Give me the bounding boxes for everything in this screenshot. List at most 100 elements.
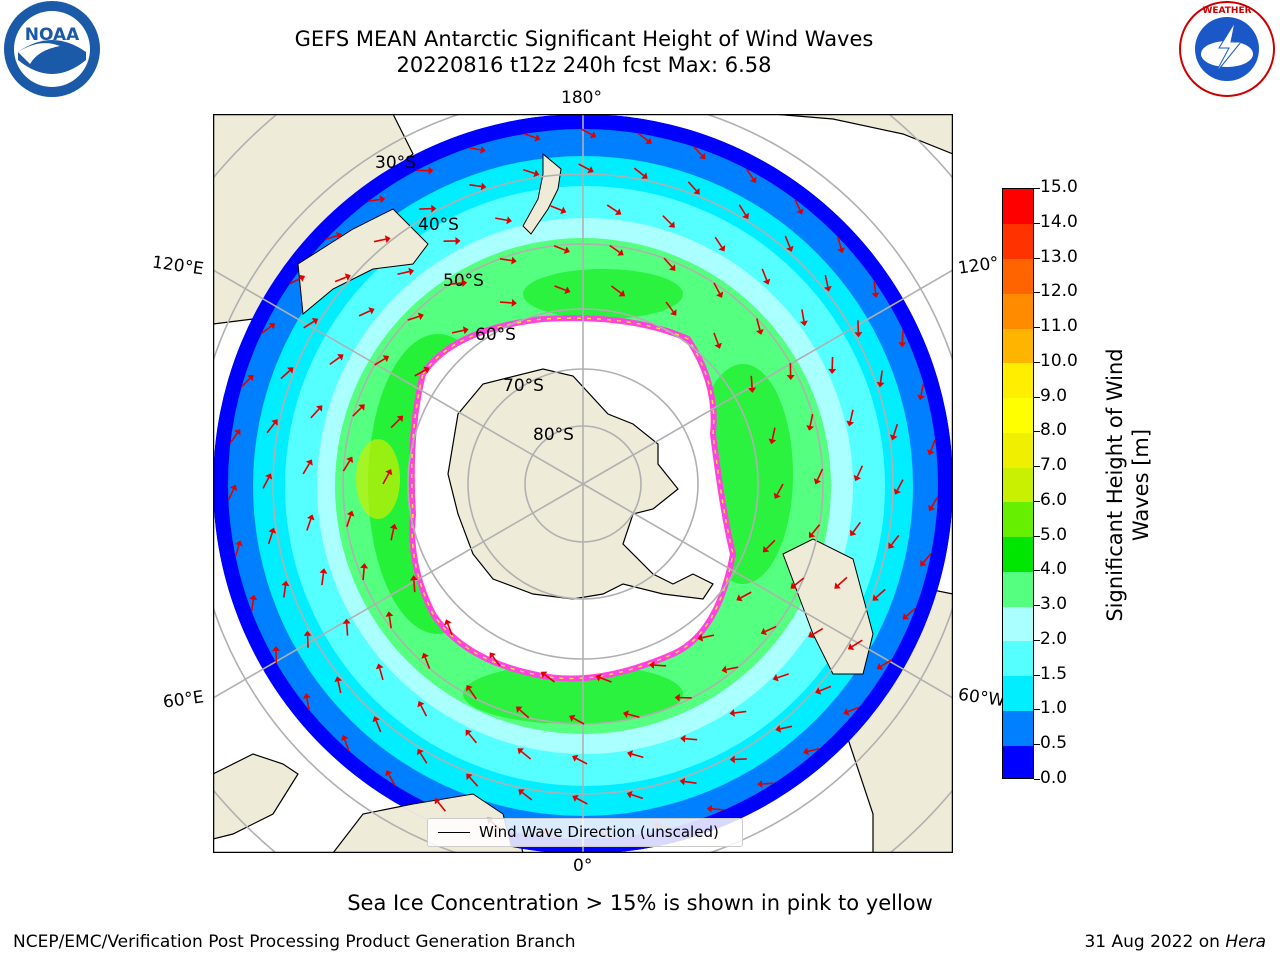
wave-direction-arrow-head	[428, 166, 434, 175]
wave-direction-arrow-head	[385, 611, 394, 617]
wave-direction-arrow-head	[736, 594, 743, 602]
wave-direction-arrow-head	[813, 478, 822, 485]
wave-direction-arrow-shaft	[450, 282, 463, 285]
lon-label-top: 180°	[561, 88, 602, 108]
wave-direction-arrow-shaft	[468, 147, 481, 151]
wave-direction-arrow-shaft	[771, 427, 776, 440]
colorbar-segment	[1003, 640, 1033, 677]
wave-direction-arrow-shaft	[892, 423, 899, 436]
wave-direction-arrow-head	[230, 484, 238, 491]
wave-direction-arrow-head	[302, 693, 311, 699]
wave-direction-arrow-head	[247, 374, 254, 382]
lat-label-70s: 70°S	[503, 376, 544, 396]
wave-direction-arrow-shaft	[227, 488, 235, 501]
wave-direction-arrow-shaft	[765, 539, 776, 550]
wave-direction-arrow-shaft	[627, 713, 640, 719]
wave-direction-arrow-shaft	[930, 439, 936, 452]
colorbar-segment	[1003, 710, 1033, 746]
wave-direction-arrow-shaft	[576, 757, 588, 765]
wave-direction-arrow-shaft	[663, 257, 673, 268]
wave-direction-arrow-shaft	[250, 599, 255, 612]
colorbar-tick-mark	[1034, 709, 1040, 711]
wave-direction-arrow-shaft	[451, 329, 464, 334]
wave-direction-arrow-head	[876, 381, 885, 388]
wave-direction-arrow-shaft	[553, 245, 566, 251]
wave-direction-arrow-head	[455, 236, 461, 245]
wave-direction-arrow-shaft	[469, 184, 482, 188]
wave-direction-arrow-head	[249, 594, 258, 601]
map-legend: Wind Wave Direction (unscaled)	[427, 818, 743, 847]
wave-direction-arrow-shaft	[837, 576, 848, 586]
wave-direction-arrow-head	[342, 618, 351, 624]
wave-direction-arrow-head	[669, 264, 676, 271]
wave-direction-arrow-head	[480, 182, 487, 191]
wave-direction-arrow-head	[850, 529, 857, 536]
sea-ice-note: Sea Ice Concentration > 15% is shown in …	[347, 891, 933, 915]
wave-direction-arrow-head	[534, 134, 541, 142]
wave-direction-arrow-shaft	[437, 801, 447, 812]
wave-direction-arrow-head	[902, 613, 910, 620]
wave-direction-arrow-head	[319, 568, 328, 574]
wave-direction-arrow-shaft	[761, 268, 768, 281]
wave-direction-arrow-shaft	[522, 168, 535, 175]
wave-direction-arrow-head	[729, 755, 735, 764]
wave-direction-arrow-shaft	[654, 664, 667, 667]
wave-direction-arrow-shaft	[812, 627, 824, 636]
latitude-labels: 30°S 40°S 50°S 60°S 70°S 80°S	[375, 153, 574, 445]
wave-direction-arrow-shaft	[325, 234, 338, 241]
wave-direction-arrow-shaft	[693, 146, 703, 157]
wave-direction-arrow-shaft	[606, 204, 618, 213]
wave-direction-arrow-shaft	[352, 407, 362, 417]
wave-direction-arrow-shaft	[637, 132, 649, 142]
colorbar-segment	[1003, 571, 1033, 607]
colorbar-tick-mark	[1034, 779, 1040, 780]
wave-direction-arrow-head	[434, 797, 442, 805]
wave-direction-arrow-shaft	[662, 215, 672, 225]
wave-direction-arrow-head	[680, 734, 686, 743]
wave-direction-arrow-shaft	[930, 496, 939, 508]
wave-direction-arrow-shaft	[633, 167, 645, 177]
colorbar-tick-mark	[1034, 570, 1040, 572]
wave-direction-arrow-head	[699, 152, 706, 160]
wave-direction-arrow-shaft	[368, 198, 381, 202]
wave-direction-arrow-head	[409, 575, 418, 581]
wave-direction-arrow-shaft	[334, 276, 347, 283]
wave-direction-arrow-shaft	[890, 534, 900, 546]
wave-direction-arrow-shaft	[793, 577, 805, 587]
wave-direction-arrow-shaft	[880, 659, 892, 668]
wave-direction-arrow-head	[893, 488, 901, 495]
wave-direction-arrow-shaft	[702, 634, 715, 639]
wave-direction-arrow-head	[595, 674, 602, 682]
colorbar-segment	[1003, 258, 1033, 294]
colorbar-segment	[1003, 675, 1033, 711]
wave-direction-arrow-head	[540, 671, 548, 678]
colorbar-tick-mark	[1034, 500, 1040, 502]
wave-direction-arrow-shaft	[283, 585, 287, 598]
wave-direction-arrow-shaft	[816, 468, 824, 481]
colorbar-tick-label: 0.5	[1040, 733, 1068, 754]
wave-direction-arrow-shaft	[809, 413, 814, 427]
wave-direction-arrow-head	[358, 404, 365, 411]
wave-direction-arrow-head	[762, 546, 770, 553]
wave-direction-arrow-shaft	[811, 524, 821, 535]
legend-label: Wind Wave Direction (unscaled)	[479, 823, 719, 841]
wave-direction-arrow-head	[234, 428, 241, 436]
wave-direction-arrow-head	[271, 419, 278, 426]
wave-direction-arrow-shaft	[794, 198, 801, 211]
wave-direction-arrow-head	[748, 387, 757, 393]
wave-direction-arrow-head	[379, 195, 386, 204]
wave-direction-arrow-shaft	[875, 588, 886, 598]
lon-label-upper-right: 120°	[956, 253, 1001, 279]
footer-host: Hera	[1225, 932, 1266, 952]
wave-direction-arrow-shaft	[576, 797, 588, 805]
wave-direction-arrow-head	[679, 777, 686, 786]
wave-direction-arrow-shaft	[847, 706, 860, 713]
footer-date-text: 31 Aug 2022 on	[1084, 932, 1226, 952]
wave-direction-arrow-shaft	[495, 217, 508, 222]
wave-direction-arrow-head	[847, 643, 855, 650]
wave-direction-arrow-shaft	[382, 473, 390, 485]
wave-direction-arrow-head	[303, 630, 312, 636]
wave-direction-arrow-shaft	[852, 521, 862, 533]
wave-direction-arrow-shaft	[524, 133, 537, 139]
wave-direction-arrow-shaft	[342, 460, 351, 472]
